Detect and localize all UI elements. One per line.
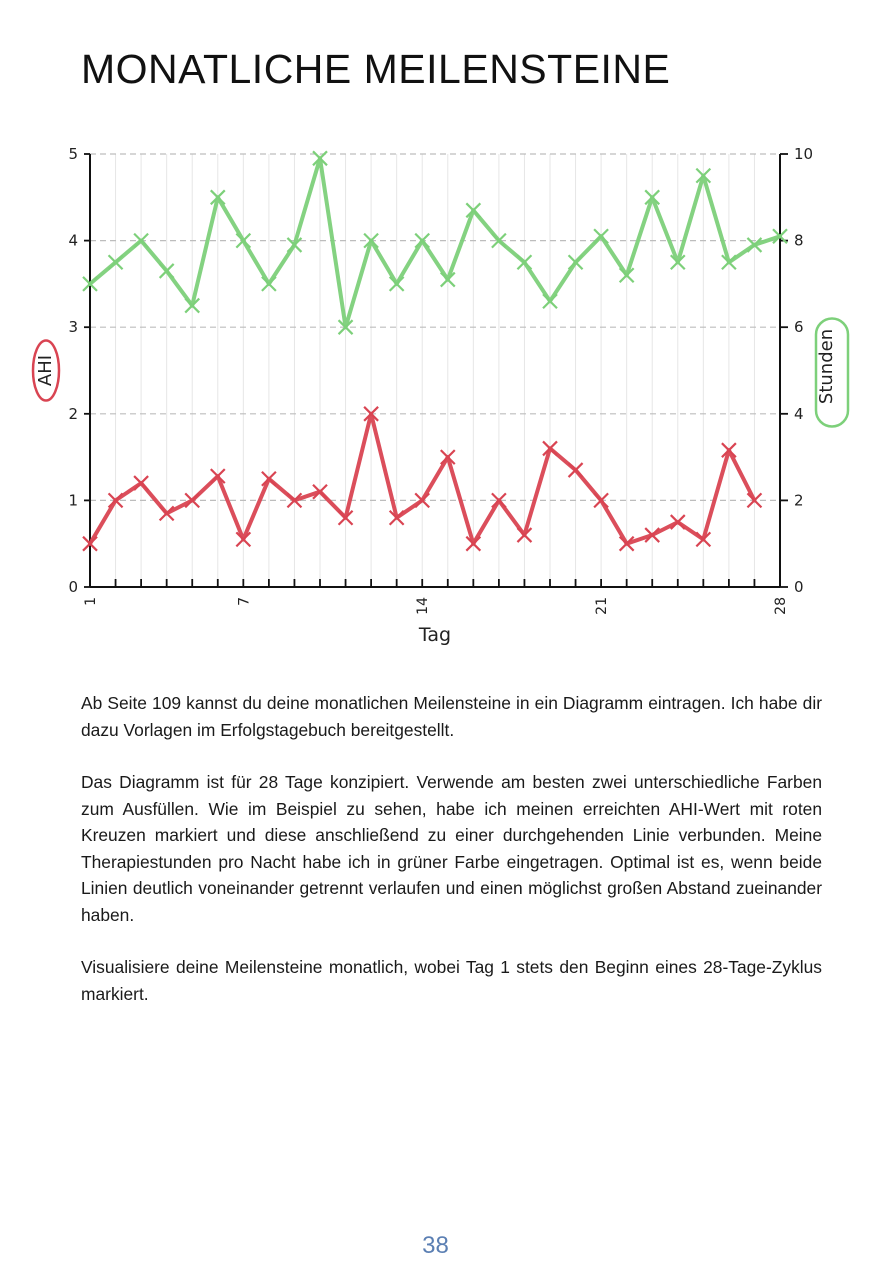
hours-point [491,232,507,249]
paragraph: Das Diagramm ist für 28 Tage konzipiert.… [81,772,822,925]
hours-point [209,189,226,206]
y-axis-label-left: AHI [35,355,56,386]
hours-point [414,232,431,249]
ahi-point [567,462,584,478]
ahi-point [312,483,328,500]
ahi-point [542,440,558,457]
y-axis-label-right: Stunden [816,329,837,404]
hours-point [184,297,201,314]
ahi-point [695,531,712,548]
hours-point [669,254,686,271]
ahi-point [337,509,354,526]
paragraph: Visualisiere deine Meilensteine monatlic… [81,957,822,1004]
hours-point [363,232,379,249]
ahi-point [158,505,175,522]
hours-point [567,254,584,271]
y-tick-label-left: 4 [68,232,78,250]
x-tick-label: 28 [773,597,789,615]
hours-point [618,267,635,284]
hours-point [312,150,328,167]
hours-point [721,254,737,271]
x-tick-label: 21 [594,597,610,615]
ahi-point [209,468,226,484]
ahi-point [516,527,533,543]
y-tick-label-left: 5 [68,145,78,163]
hours-point [337,319,354,335]
hours-point [158,263,175,279]
x-tick-label: 1 [83,597,99,606]
hours-point [82,276,98,292]
paragraph: Ab Seite 109 kannst du deine monatlichen… [81,693,822,740]
ahi-point [133,475,149,491]
hours-point [695,167,712,184]
y-tick-label-right: 2 [794,491,804,509]
ahi-point [465,535,482,552]
ahi-point [184,492,201,509]
page-title: MONATLICHE MEILENSTEINE [81,46,671,92]
ahi-point [644,527,661,543]
y-tick-label-left: 1 [68,491,78,509]
ahi-point [721,442,737,458]
hours-point [107,254,124,271]
hours-point [542,293,558,309]
x-axis-label: Tag [418,624,451,646]
body-text: Ab Seite 109 kannst du deine monatlichen… [81,690,822,1033]
ahi-point [414,492,431,509]
y-tick-label-right: 4 [794,405,804,423]
hours-point [388,276,405,292]
ahi-point [388,509,405,526]
page-number: 38 [422,1232,449,1259]
hours-line [88,156,782,330]
ahi-point [82,535,98,552]
ahi-label-circle [31,339,61,402]
ahi-point [439,449,456,465]
y-tick-label-right: 10 [794,145,813,163]
hours-point [746,237,763,253]
chart-series [82,150,788,552]
hours-point [261,276,277,292]
hours-point [235,232,252,249]
y-tick-label-left: 3 [68,318,78,336]
y-tick-label-left: 2 [68,405,78,423]
ahi-point [491,492,507,509]
hours-point [133,232,149,249]
chart-axes [84,153,788,588]
hours-point [516,254,533,271]
hours-point [593,228,609,245]
ahi-point [107,492,124,509]
hours-point [772,228,788,245]
y-tick-label-right: 6 [794,318,804,336]
ahi-point [669,514,686,530]
y-tick-label-right: 0 [794,578,804,596]
ahi-point [618,535,635,552]
x-tick-label: 7 [236,597,252,606]
y-tick-label-right: 8 [794,232,804,250]
ahi-point [235,531,252,548]
x-tick-label: 14 [415,597,431,615]
ahi-point [261,470,277,487]
ahi-point [363,406,379,422]
ahi-point [286,492,303,509]
chart-grid [89,153,781,587]
hours-point [286,237,303,253]
hours-point [439,271,456,288]
ahi-point [593,492,609,509]
stunden-label-circle [814,317,850,428]
y-tick-label-left: 0 [68,578,78,596]
hours-point [465,202,482,219]
ahi-point [746,492,763,509]
hours-point [644,189,661,206]
